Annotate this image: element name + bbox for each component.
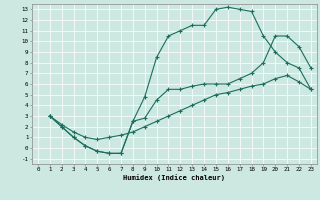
X-axis label: Humidex (Indice chaleur): Humidex (Indice chaleur) bbox=[124, 174, 225, 181]
